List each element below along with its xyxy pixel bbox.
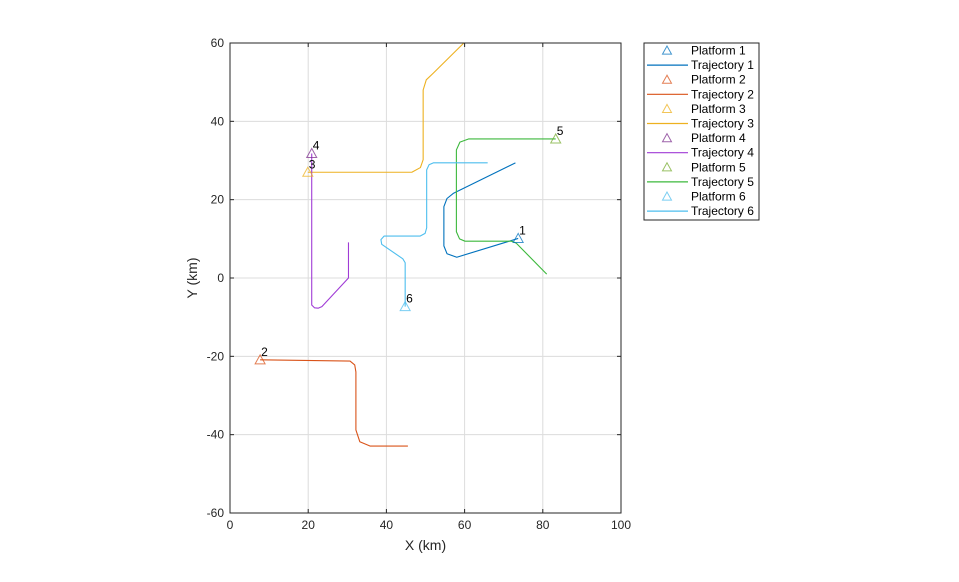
platform-3-label: 3 [309, 157, 316, 171]
platform-5-marker [549, 132, 562, 144]
legend-entry: Platform 1 [691, 44, 746, 58]
y-tick-label: 20 [211, 193, 225, 207]
platform-4-label: 4 [313, 138, 320, 152]
platform-1-label: 1 [519, 223, 526, 237]
legend-entry: Platform 4 [691, 131, 746, 145]
legend-entry: Trajectory 6 [691, 204, 754, 218]
legend-marker-icon [661, 161, 673, 172]
trajectory-6-line [380, 162, 488, 307]
platform-3-marker [301, 166, 314, 177]
x-tick-label: 80 [536, 518, 550, 532]
x-axis-label: X (km) [405, 537, 446, 553]
legend-entry: Trajectory 1 [691, 58, 754, 72]
legend-marker-icon [661, 190, 673, 201]
platform-6-marker [399, 300, 412, 312]
x-tick-label: 60 [458, 518, 472, 532]
legend-marker-icon [661, 44, 673, 55]
legend-entry: Platform 3 [691, 102, 746, 116]
legend-marker-icon [661, 103, 673, 113]
y-axis-label: Y (km) [184, 258, 200, 299]
platform-2-marker [254, 353, 266, 365]
trajectory-2-line [260, 359, 408, 447]
trajectory-1-line [443, 162, 519, 258]
x-tick-label: 20 [302, 518, 316, 532]
legend-marker-icon [661, 132, 673, 143]
x-tick-label: 0 [227, 518, 234, 532]
ticks: 0 20 40 60 80 100 -60 -40 -20 0 20 40 60 [207, 36, 632, 532]
y-tick-label: -40 [207, 428, 225, 442]
legend-entry: Trajectory 4 [691, 146, 754, 160]
legend-entry: Trajectory 2 [691, 87, 754, 101]
trajectory-5-line [455, 138, 556, 275]
platform-1-marker [512, 232, 525, 243]
x-tick-label: 100 [611, 518, 631, 532]
legend-entry: Platform 5 [691, 160, 746, 174]
series-group: 1 2 3 4 5 6 [254, 42, 564, 447]
trajectory-3-line [307, 42, 465, 173]
legend-entry: Platform 2 [691, 73, 746, 87]
legend-entry: Trajectory 3 [691, 117, 754, 131]
y-tick-label: 60 [211, 36, 225, 50]
legend-entry: Platform 6 [691, 190, 746, 204]
y-tick-label: -20 [207, 349, 225, 363]
platform-5-label: 5 [557, 124, 564, 138]
y-tick-label: 40 [211, 114, 225, 128]
legend-entry: Trajectory 5 [691, 175, 754, 189]
trajectory-4-line [311, 153, 350, 309]
y-tick-label: 0 [217, 271, 224, 285]
x-tick-label: 40 [380, 518, 394, 532]
platform-4-marker [305, 147, 318, 158]
legend-box [643, 42, 760, 221]
legend-marker-icon [661, 74, 673, 84]
platform-2-label: 2 [261, 345, 268, 359]
y-tick-label: -60 [207, 506, 225, 520]
platform-6-label: 6 [406, 292, 413, 306]
grid [229, 42, 622, 514]
